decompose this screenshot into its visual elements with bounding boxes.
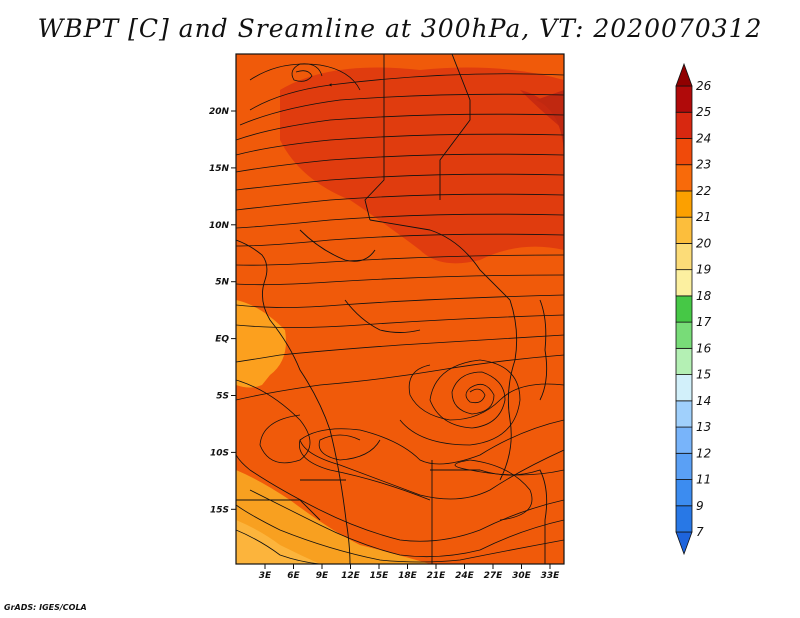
lat-tick-label: 5S: [216, 392, 229, 402]
lat-tick-label: EQ: [215, 335, 229, 345]
lat-tick-label: 5N: [215, 278, 229, 288]
colorbar-segment: [675, 374, 693, 402]
colorbar-segment: [675, 505, 693, 533]
colorbar-label: 26: [696, 79, 712, 93]
colorbar-segment: [675, 62, 693, 87]
colorbar-segment: [675, 164, 693, 192]
colorbar-segment: [675, 138, 693, 166]
lat-tick-label: 10S: [210, 448, 229, 458]
colorbar-segment: [675, 243, 693, 271]
colorbar-segment: [675, 479, 693, 507]
lon-tick-label: 33E: [541, 571, 561, 581]
lon-tick-label: 12E: [341, 571, 361, 581]
longitude-axis: 3E 6E 9E 12E 15E 18E 21E 24E 27E 30E 33E: [259, 564, 560, 581]
colorbar-segment: [675, 295, 693, 323]
lon-tick-label: 15E: [370, 571, 390, 581]
colorbar-segment: [675, 216, 693, 244]
colorbar-segment: [675, 111, 693, 139]
lon-tick-label: 3E: [259, 571, 272, 581]
colorbar-segment: [675, 400, 693, 428]
lon-tick-label: 18E: [398, 571, 418, 581]
colorbar-label: 9: [696, 499, 704, 513]
lon-tick-label: 30E: [512, 571, 532, 581]
colorbar-label: 17: [696, 315, 712, 329]
colorbar-segment: [675, 531, 693, 556]
colorbar-label: 15: [696, 368, 711, 382]
colorbar-label: 13: [696, 420, 711, 434]
lon-tick-label: 9E: [316, 571, 329, 581]
map-frame: [235, 53, 565, 565]
colorbar-segment: [675, 321, 693, 349]
colorbar-label: 11: [696, 473, 711, 487]
colorbar-segment: [675, 190, 693, 218]
colorbar-label: 7: [696, 525, 704, 539]
borders: [236, 54, 548, 564]
lat-tick-label: 10N: [209, 221, 230, 231]
colorbar-label: 24: [696, 131, 711, 145]
colorbar-segment: [675, 452, 693, 480]
colorbar-label: 20: [696, 236, 712, 250]
lon-tick-label: 6E: [287, 571, 300, 581]
credit-footer: GrADS: IGES/COLA: [4, 603, 87, 612]
temperature-field: [236, 54, 564, 564]
lat-tick-label: 15N: [209, 164, 230, 174]
colorbar-label: 23: [696, 158, 711, 172]
lat-tick-label: 15S: [210, 505, 229, 515]
streamlines: [236, 63, 564, 564]
colorbar-label: 25: [696, 105, 711, 119]
colorbar-label: 21: [696, 210, 711, 224]
colorbar-segment: [675, 269, 693, 297]
chart-title: WBPT [C] and Sreamline at 300hPa, VT: 20…: [37, 14, 763, 43]
lon-tick-label: 24E: [455, 571, 475, 581]
colorbar-label: 12: [696, 446, 711, 460]
colorbar-segment: [675, 85, 693, 113]
lon-tick-label: 27E: [484, 571, 504, 581]
latitude-axis: 20N 15N 10N 5N EQ 5S 10S 15S: [209, 107, 236, 515]
lon-tick-label: 21E: [427, 571, 447, 581]
colorbar-label: 16: [696, 341, 712, 355]
colorbar-label: 18: [696, 289, 712, 303]
colorbar-label: 14: [696, 394, 711, 408]
lat-tick-label: 20N: [209, 107, 230, 117]
colorbar: 7 9 11 12 13 14 15 16 17 18 19 20 21 22 23 24 25 26: [675, 62, 712, 556]
colorbar-label: 19: [696, 263, 711, 277]
colorbar-segment: [675, 426, 693, 454]
colorbar-label: 22: [696, 184, 711, 198]
colorbar-segment: [675, 347, 693, 375]
